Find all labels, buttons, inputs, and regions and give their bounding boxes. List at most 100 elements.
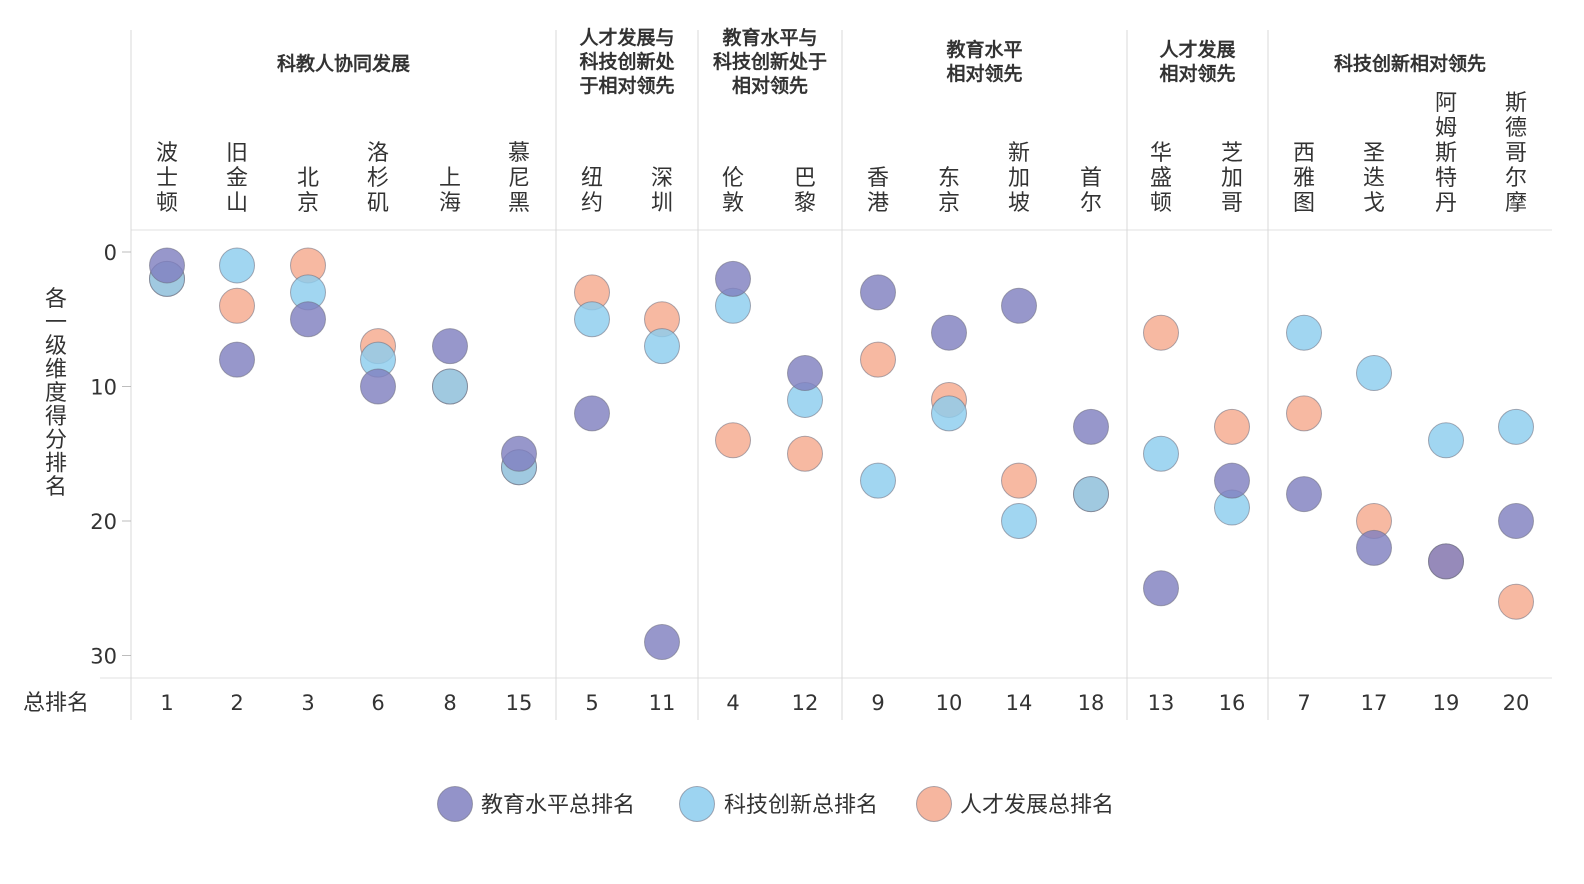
city-label: 华盛顿 [1150, 141, 1172, 216]
legend-swatch [437, 786, 473, 822]
city-label: 慕尼黑 [508, 141, 530, 216]
group-label: 教育水平 [946, 38, 1022, 61]
overall-rank-label: 1 [160, 691, 173, 715]
data-point [644, 328, 680, 365]
legend[interactable]: 教育水平总排名 科技创新总排名 人才发展总排名 [437, 786, 1115, 822]
overall-rank-label: 7 [1297, 691, 1310, 715]
legend-swatch [916, 786, 952, 822]
overall-rank-label: 2 [230, 691, 243, 715]
overall-rank-label: 4 [726, 691, 739, 715]
data-point [1143, 314, 1179, 351]
overall-rank-label: 15 [506, 691, 533, 715]
data-point [860, 274, 896, 311]
overall-rank-label: 5 [585, 691, 598, 715]
data-point [787, 355, 823, 392]
data-point [219, 287, 255, 324]
group-label: 人才发展 [1159, 38, 1235, 61]
data-point [1073, 408, 1109, 445]
city-label: 洛杉矶 [367, 141, 389, 216]
y-axis-title: 各一级维度得分排名 [45, 287, 67, 500]
data-point [1001, 287, 1037, 324]
city-label: 北京 [297, 166, 319, 216]
data-point [1286, 395, 1322, 432]
y-tick-label: 10 [90, 376, 117, 400]
legend-item[interactable]: 人才发展总排名 [916, 786, 1115, 822]
data-point [644, 624, 680, 661]
data-point [1001, 462, 1037, 499]
legend-label: 教育水平总排名 [481, 793, 635, 818]
data-point [931, 395, 967, 432]
group-label: 人才发展与 [579, 26, 674, 49]
grid-lines [100, 30, 1552, 720]
y-tick-label: 20 [90, 510, 117, 534]
overall-rank-label: 10 [936, 691, 963, 715]
overall-rank-label: 20 [1503, 691, 1530, 715]
data-point [360, 368, 396, 405]
overall-rank-label: 6 [371, 691, 384, 715]
data-point [149, 247, 185, 284]
data-point [1286, 314, 1322, 351]
city-label: 波士顿 [156, 141, 178, 216]
city-label: 上海 [439, 166, 461, 216]
overall-rank-label: 18 [1078, 691, 1105, 715]
city-label: 新加坡 [1008, 141, 1030, 216]
data-point [1214, 462, 1250, 499]
overall-rank-label: 17 [1361, 691, 1388, 715]
data-point [860, 462, 896, 499]
group-label: 科教人协同发展 [277, 52, 410, 75]
data-point [1356, 355, 1392, 392]
data-point [1356, 529, 1392, 566]
group-labels: 科教人协同发展人才发展与科技创新处于相对领先教育水平与科技创新处于相对领先教育水… [277, 26, 1486, 97]
group-label: 于相对领先 [579, 74, 674, 97]
city-label: 旧金山 [226, 141, 248, 216]
data-point [1073, 476, 1109, 513]
overall-rank-label: 14 [1006, 691, 1033, 715]
data-point [1214, 408, 1250, 445]
data-point [219, 341, 255, 378]
data-point [931, 314, 967, 351]
y-tick-label: 0 [104, 241, 117, 265]
data-point [219, 247, 255, 284]
city-label: 西雅图 [1293, 141, 1315, 216]
data-point [1428, 422, 1464, 459]
city-label: 芝加哥 [1221, 141, 1243, 216]
data-point [715, 260, 751, 297]
overall-rank-labels: 1 2 3 6 8 15 5 11 4 12 9 10 14 18 13 16 7 17 19 20 [160, 691, 1529, 715]
legend-label: 人才发展总排名 [960, 793, 1114, 818]
city-label: 伦敦 [722, 166, 744, 216]
legend-item[interactable]: 教育水平总排名 [437, 786, 636, 822]
legend-item[interactable]: 科技创新总排名 [679, 786, 879, 822]
data-point [1498, 503, 1534, 539]
y-tick-label: 30 [90, 645, 117, 669]
data-point [787, 435, 823, 472]
group-label: 相对领先 [1159, 62, 1235, 85]
city-label: 巴黎 [794, 166, 816, 216]
y-axis: 0 10 20 30 [90, 241, 131, 669]
data-point [860, 341, 896, 378]
overall-rank-label: 9 [871, 691, 884, 715]
data-point [432, 368, 468, 405]
data-point [715, 422, 751, 459]
overall-rank-row-title: 总排名 [23, 691, 89, 716]
overall-rank-label: 16 [1219, 691, 1246, 715]
city-label: 东京 [938, 166, 960, 216]
data-point [1143, 570, 1179, 607]
data-point [501, 435, 537, 472]
data-point [1001, 503, 1037, 539]
city-label: 深圳 [651, 166, 673, 216]
overall-rank-label: 12 [792, 691, 819, 715]
data-point [1498, 583, 1534, 620]
overall-rank-label: 13 [1148, 691, 1175, 715]
overall-rank-label: 11 [649, 691, 676, 715]
data-point [1498, 408, 1534, 445]
data-point [1286, 476, 1322, 513]
group-label: 相对领先 [946, 62, 1022, 85]
city-label: 阿姆斯特丹 [1435, 91, 1457, 216]
data-point [432, 328, 468, 365]
group-label: 教育水平与 [722, 26, 817, 49]
group-label: 科技创新处 [579, 50, 675, 73]
data-point [574, 301, 610, 338]
data-point [290, 301, 326, 338]
city-label: 斯德哥尔摩 [1505, 91, 1527, 216]
